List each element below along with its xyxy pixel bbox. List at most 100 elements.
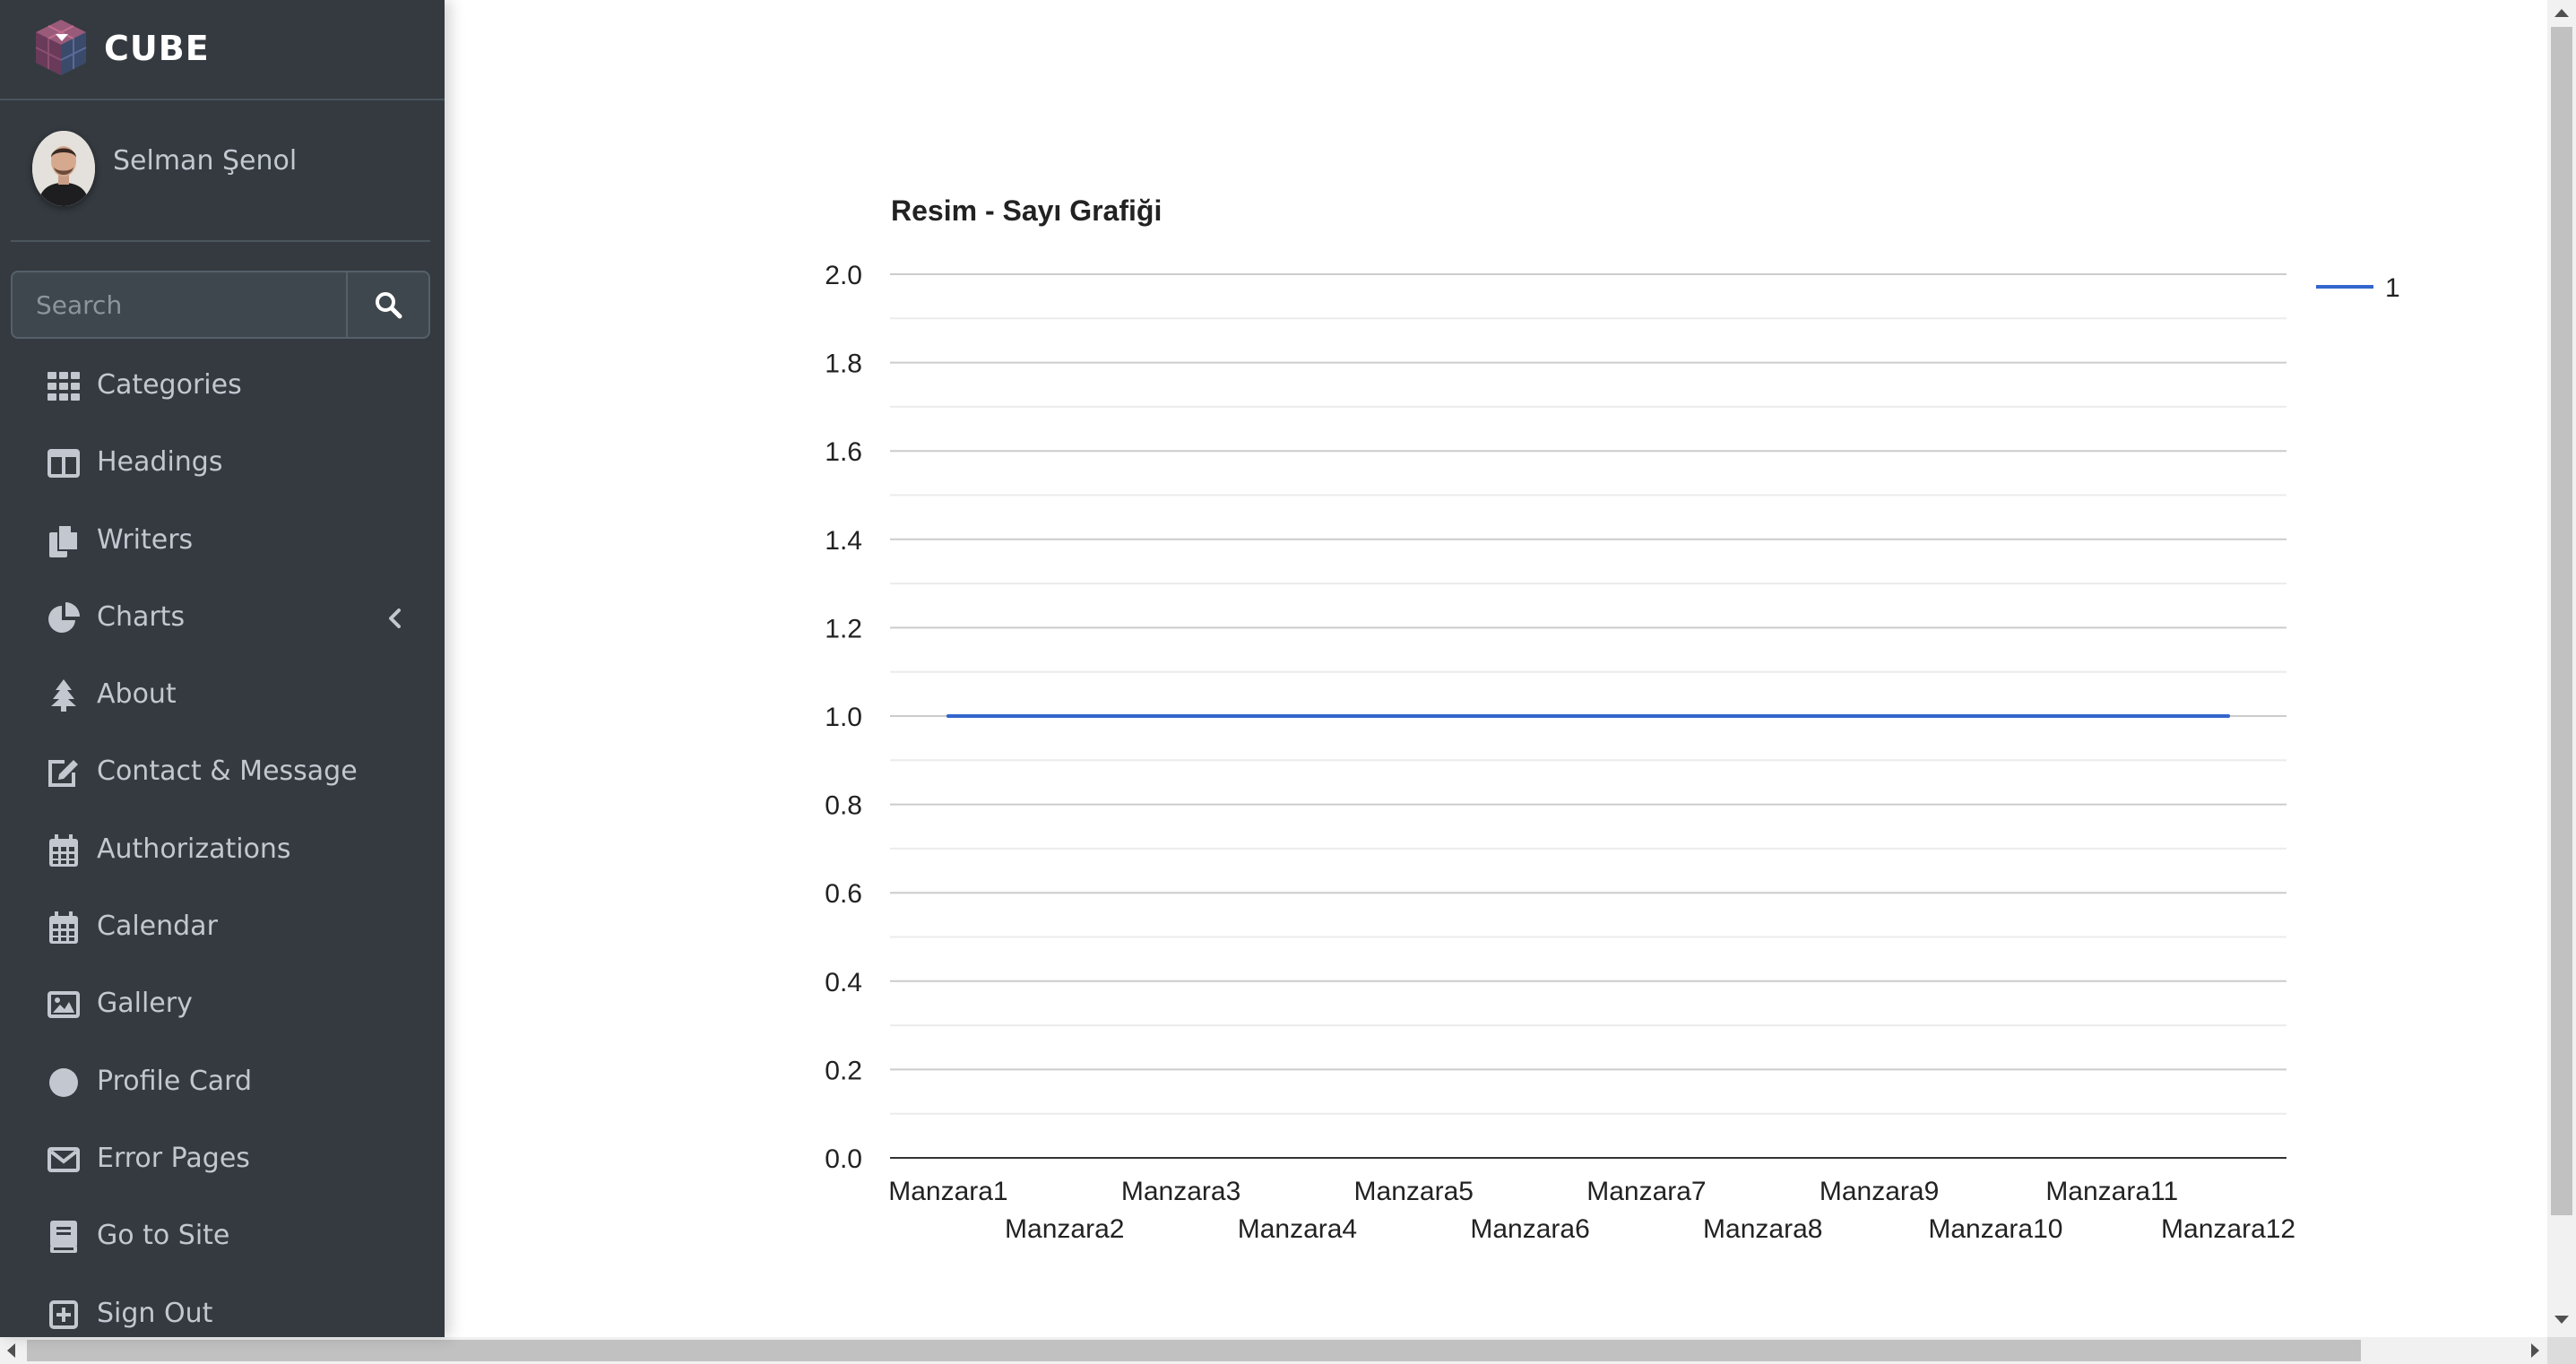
- sidebar: CUBE Selman Şenol: [0, 0, 445, 1337]
- legend-label[interactable]: 1: [2385, 273, 2400, 303]
- book-icon: [47, 1220, 81, 1254]
- sidebar-item-about[interactable]: About: [0, 659, 445, 736]
- horizontal-scrollbar[interactable]: [0, 1337, 2576, 1364]
- y-tick-label: 1.6: [825, 437, 862, 467]
- sidebar-item-sign-out[interactable]: Sign Out: [0, 1278, 445, 1337]
- sidebar-item-label: Calendar: [97, 911, 218, 943]
- sidebar-item-gallery[interactable]: Gallery: [0, 968, 445, 1045]
- sidebar-item-label: Contact & Message: [97, 755, 358, 788]
- user-photo-icon: [32, 131, 95, 206]
- x-tick-label: Manzara3: [1121, 1177, 1240, 1206]
- divider: [11, 240, 430, 242]
- x-tick-label: Manzara9: [1820, 1177, 1939, 1206]
- y-tick-label: 0.2: [825, 1056, 862, 1085]
- sidebar-item-charts[interactable]: Charts: [0, 582, 445, 659]
- sidebar-item-label: Authorizations: [97, 833, 291, 865]
- columns-icon: [47, 446, 81, 480]
- brand-link[interactable]: CUBE: [0, 0, 445, 100]
- data-point[interactable]: [1412, 714, 1416, 718]
- y-tick-label: 1.8: [825, 350, 862, 379]
- data-point[interactable]: [1295, 714, 1300, 718]
- x-tick-label: Manzara1: [888, 1177, 1007, 1206]
- sidebar-item-label: Sign Out: [97, 1297, 213, 1329]
- scroll-right-arrow-icon[interactable]: [2531, 1343, 2539, 1358]
- y-tick-label: 0.4: [825, 968, 862, 997]
- data-point[interactable]: [1062, 714, 1067, 718]
- scroll-left-arrow-icon[interactable]: [7, 1343, 15, 1358]
- line-chart: Resim - Sayı Grafiği 0.0 0.2 0.4 0.6 0.8 1.0 1…: [825, 194, 2400, 1244]
- plus-square-icon: [47, 1298, 81, 1332]
- chart-title: Resim - Sayı Grafiği: [891, 194, 1162, 227]
- x-tick-label: Manzara5: [1354, 1177, 1474, 1206]
- x-tick-label: Manzara7: [1586, 1177, 1706, 1206]
- sidebar-item-profile-card[interactable]: Profile Card: [0, 1046, 445, 1123]
- brand-name: CUBE: [104, 29, 210, 68]
- tree-icon: [47, 678, 81, 712]
- user-name[interactable]: Selman Şenol: [113, 145, 298, 177]
- calendar-icon: [47, 833, 81, 868]
- sidebar-item-label: About: [97, 678, 177, 711]
- sidebar-item-calendar[interactable]: Calendar: [0, 891, 445, 968]
- sidebar-item-categories[interactable]: Categories: [0, 350, 445, 427]
- x-tick-label: Manzara4: [1238, 1214, 1357, 1244]
- cube-logo-icon: [35, 20, 87, 75]
- data-point[interactable]: [946, 714, 950, 718]
- scroll-up-arrow-icon[interactable]: [2554, 9, 2569, 17]
- circle-icon: [47, 1066, 81, 1100]
- user-panel: Selman Şenol: [0, 100, 445, 242]
- data-point[interactable]: [1528, 714, 1533, 718]
- x-tick-label: Manzara12: [2161, 1214, 2295, 1244]
- x-tick-label: Manzara8: [1703, 1214, 1822, 1244]
- edit-icon: [47, 755, 81, 790]
- copy-icon: [47, 524, 81, 558]
- data-point[interactable]: [2226, 714, 2231, 718]
- horizontal-scroll-thumb[interactable]: [27, 1340, 2361, 1361]
- y-tick-label: 1.4: [825, 526, 862, 556]
- x-tick-label: Manzara6: [1470, 1214, 1589, 1244]
- y-tick-label: 2.0: [825, 261, 862, 290]
- chart-pie-icon: [47, 601, 81, 635]
- y-tick-label: 0.8: [825, 791, 862, 821]
- vertical-scroll-thumb[interactable]: [2551, 27, 2572, 1215]
- sidebar-item-error-pages[interactable]: Error Pages: [0, 1123, 445, 1200]
- y-tick-label: 0.6: [825, 879, 862, 909]
- sidebar-item-label: Profile Card: [97, 1065, 252, 1097]
- sidebar-item-label: Go to Site: [97, 1220, 230, 1252]
- data-point[interactable]: [1644, 714, 1648, 718]
- sidebar-item-authorizations[interactable]: Authorizations: [0, 814, 445, 891]
- data-point[interactable]: [1993, 714, 1998, 718]
- sidebar-item-label: Gallery: [97, 988, 193, 1020]
- sidebar-item-label: Headings: [97, 446, 223, 479]
- sidebar-item-contact-message[interactable]: Contact & Message: [0, 736, 445, 813]
- search-button[interactable]: [346, 272, 428, 337]
- search-input[interactable]: [13, 272, 350, 337]
- chevron-left-icon: [389, 608, 401, 628]
- scroll-down-arrow-icon[interactable]: [2554, 1316, 2569, 1324]
- scrollbar-corner: [2547, 1337, 2576, 1364]
- sidebar-item-label: Charts: [97, 600, 186, 633]
- sidebar-item-label: Writers: [97, 523, 194, 556]
- sidebar-item-go-to-site[interactable]: Go to Site: [0, 1200, 445, 1277]
- avatar[interactable]: [32, 131, 95, 206]
- main-content: Resim - Sayı Grafiği 0.0 0.2 0.4 0.6 0.8 1.0 1…: [445, 0, 2547, 1337]
- x-tick-label: Manzara11: [2045, 1177, 2178, 1206]
- envelope-icon: [47, 1143, 81, 1177]
- chart-legend: 1: [2316, 273, 2400, 303]
- data-point[interactable]: [1877, 714, 1881, 718]
- calendar-icon: [47, 911, 81, 945]
- x-tick-label: Manzara10: [1928, 1214, 2062, 1244]
- sidebar-item-label: Error Pages: [97, 1142, 250, 1174]
- data-point[interactable]: [1179, 714, 1183, 718]
- sidebar-item-writers[interactable]: Writers: [0, 505, 445, 582]
- data-point[interactable]: [1760, 714, 1765, 718]
- vertical-scrollbar[interactable]: [2547, 0, 2576, 1337]
- y-tick-label: 1.2: [825, 614, 862, 643]
- image-icon: [47, 988, 81, 1022]
- sidebar-item-headings[interactable]: Headings: [0, 427, 445, 504]
- grid-icon: [47, 369, 81, 403]
- x-tick-label: Manzara2: [1005, 1214, 1124, 1244]
- y-tick-label: 1.0: [825, 703, 862, 732]
- sidebar-nav: Categories Headings: [0, 350, 445, 1337]
- search-icon: [376, 292, 402, 319]
- data-point[interactable]: [2110, 714, 2114, 718]
